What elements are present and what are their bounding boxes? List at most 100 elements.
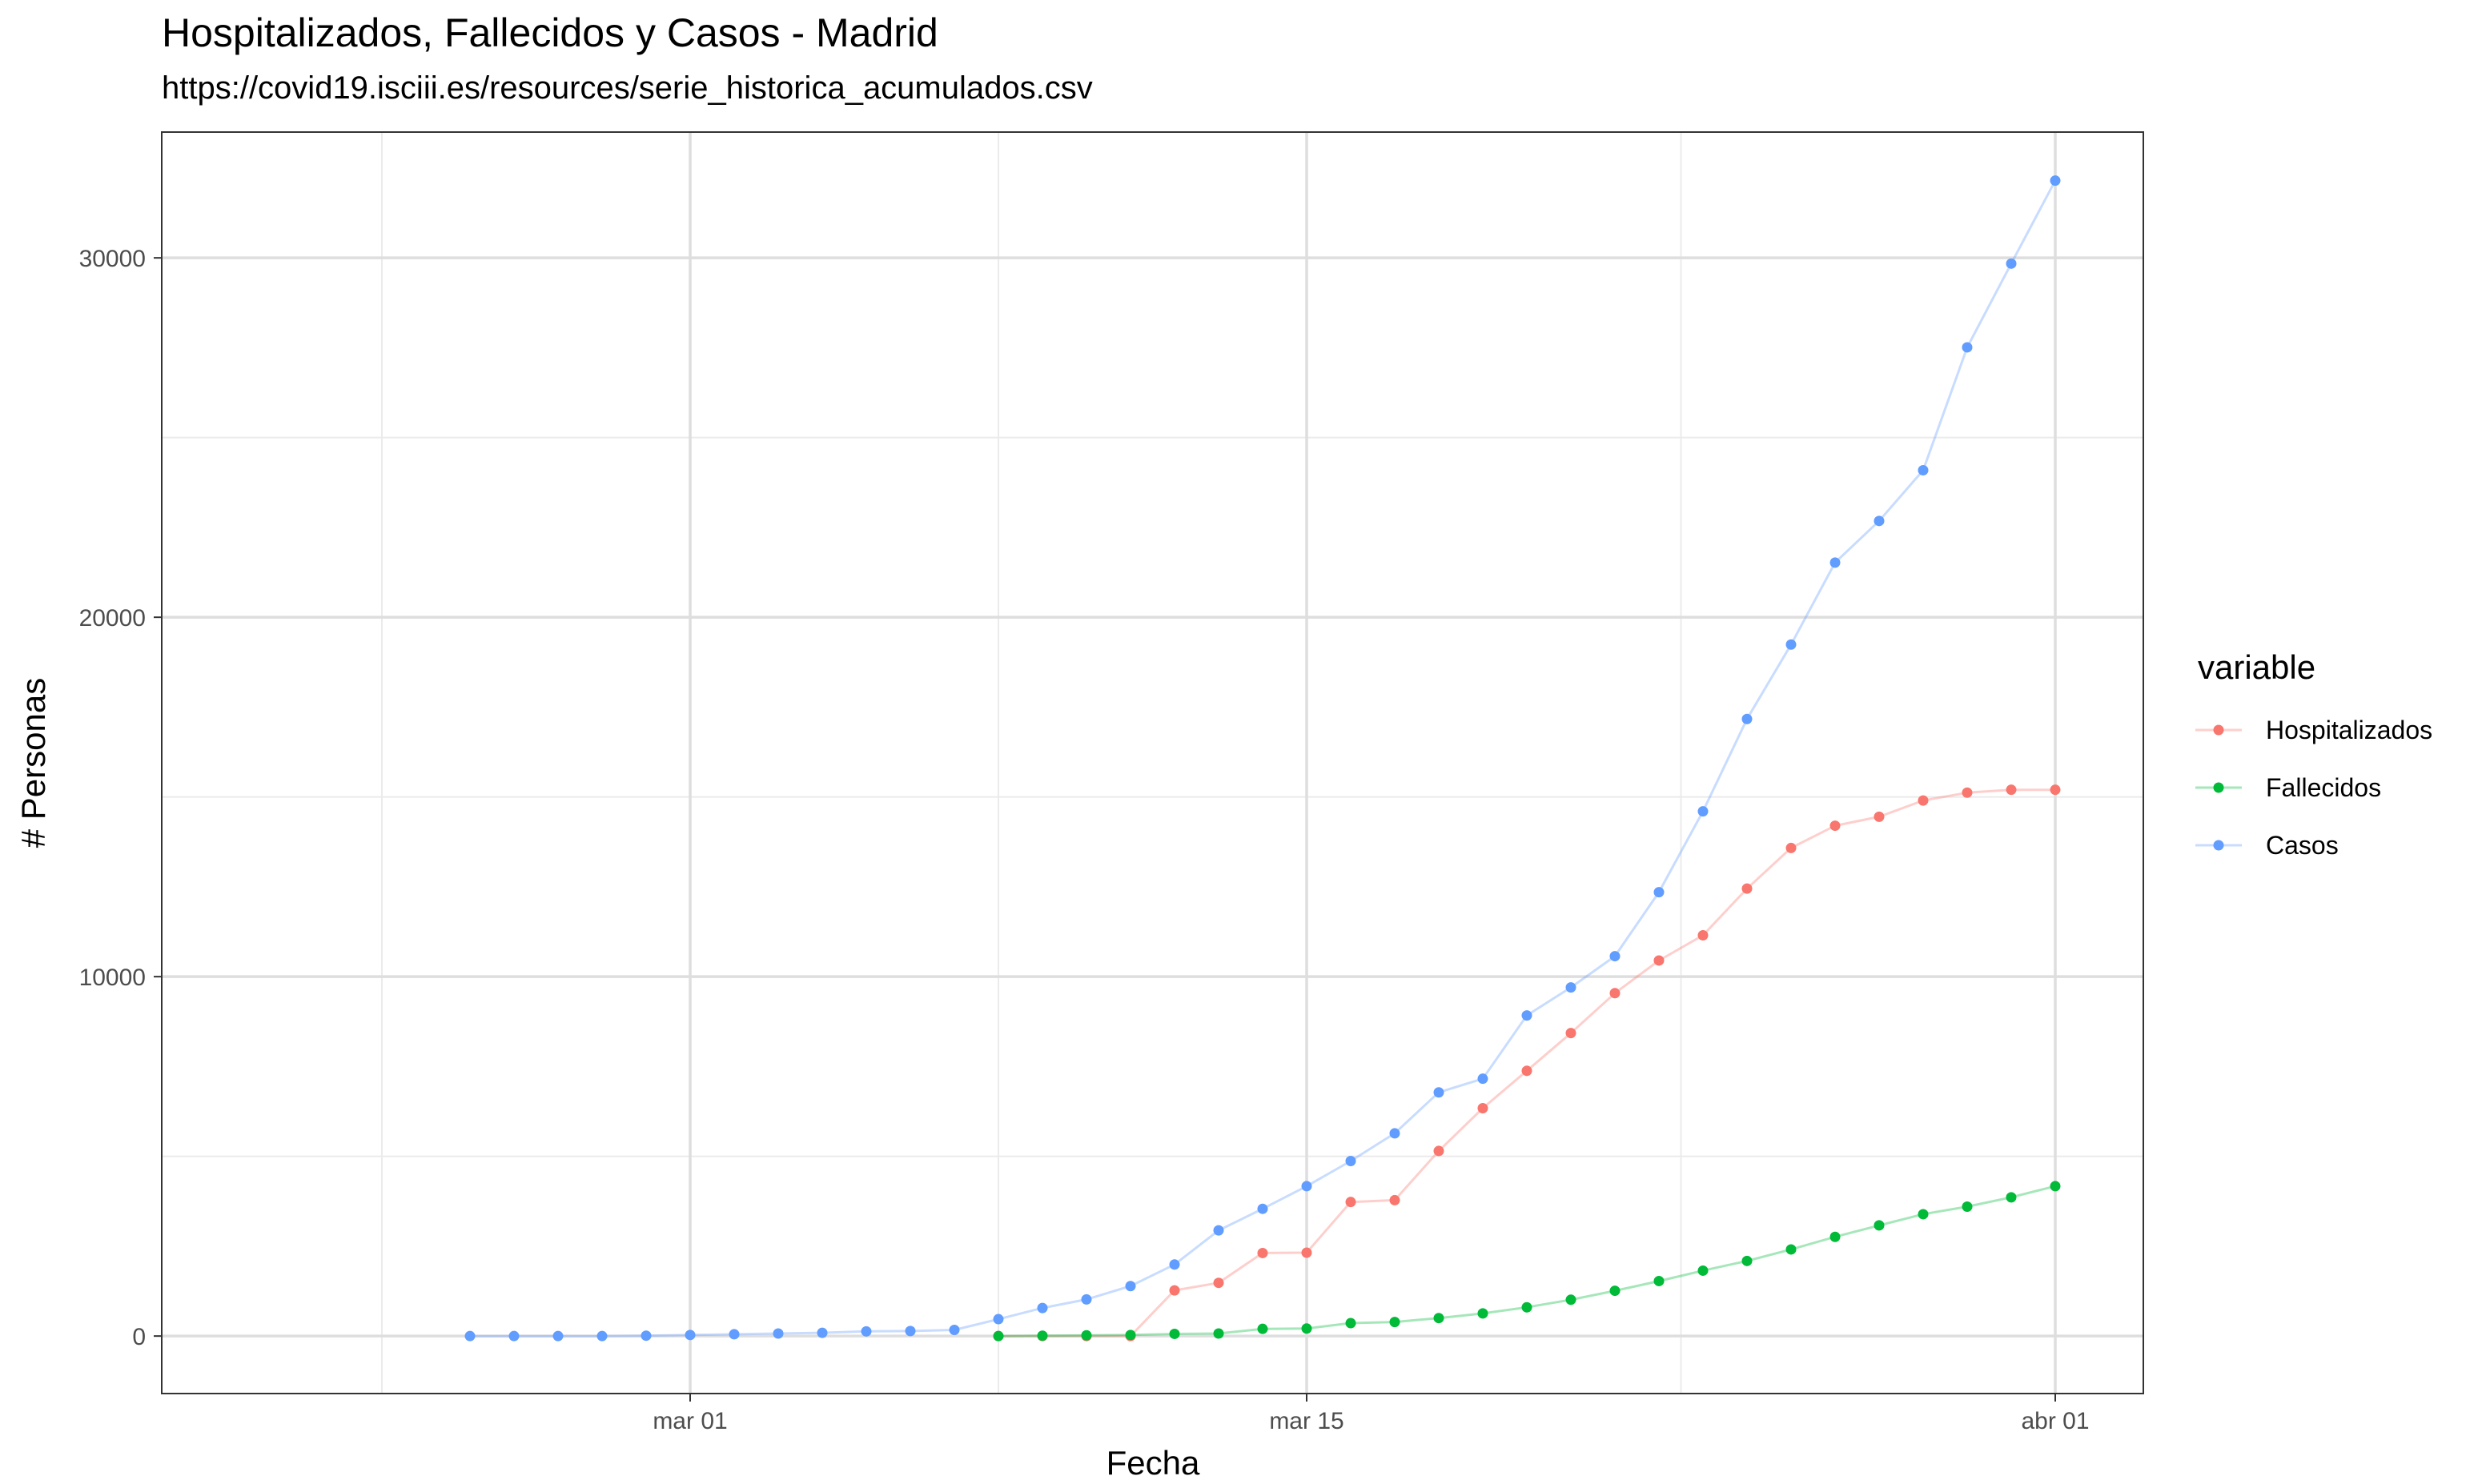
data-point-casos [817, 1327, 828, 1338]
data-point-casos [861, 1326, 872, 1337]
data-point-casos [2006, 258, 2017, 269]
data-point-casos [1829, 557, 1841, 568]
data-point-casos [1301, 1181, 1312, 1192]
data-point-casos [1169, 1259, 1180, 1270]
legend-item-casos: Casos [2195, 831, 2339, 860]
data-point-casos [1697, 806, 1709, 817]
legend-label: Fallecidos [2266, 773, 2381, 802]
data-point-casos [905, 1326, 916, 1337]
data-point-casos [1962, 342, 1973, 353]
data-point-fallecidos [1125, 1330, 1136, 1341]
data-point-casos [1918, 465, 1929, 476]
data-point-casos [993, 1314, 1004, 1325]
data-point-casos [552, 1330, 564, 1342]
data-point-fallecidos [1962, 1201, 1973, 1213]
data-point-hospitalizados [1565, 1028, 1576, 1039]
legend-item-hospitalizados: Hospitalizados [2195, 716, 2432, 744]
data-point-hospitalizados [1653, 955, 1665, 966]
legend-label: Casos [2266, 831, 2339, 860]
legend-key-point [2213, 840, 2224, 851]
data-point-fallecidos [1697, 1265, 1709, 1276]
data-point-hospitalizados [1477, 1102, 1488, 1113]
data-point-casos [1565, 982, 1576, 993]
x-tick-label: mar 15 [1269, 1408, 1343, 1434]
data-point-fallecidos [1389, 1317, 1400, 1328]
data-point-hospitalizados [1697, 930, 1709, 941]
data-point-hospitalizados [1918, 795, 1929, 806]
data-point-fallecidos [1741, 1255, 1753, 1266]
data-point-hospitalizados [1741, 883, 1753, 894]
legend: variable Hospitalizados Fallecidos Casos [2195, 648, 2432, 860]
data-point-hospitalizados [1213, 1277, 1224, 1289]
data-point-casos [1874, 515, 1885, 527]
y-tick-label: 30000 [79, 246, 146, 272]
data-point-fallecidos [1918, 1209, 1929, 1220]
data-point-fallecidos [1609, 1285, 1621, 1297]
data-point-casos [1433, 1087, 1444, 1098]
data-point-fallecidos [1081, 1330, 1092, 1341]
data-point-hospitalizados [1521, 1065, 1532, 1077]
legend-items: Hospitalizados Fallecidos Casos [2195, 716, 2432, 860]
data-point-hospitalizados [1433, 1145, 1444, 1157]
data-point-hospitalizados [1785, 842, 1797, 853]
grid-lines [162, 132, 2143, 1394]
data-point-casos [1653, 887, 1665, 898]
plot-panel-border [161, 131, 2144, 1394]
data-point-casos [508, 1330, 520, 1342]
data-point-fallecidos [2006, 1192, 2017, 1203]
data-point-casos [773, 1328, 784, 1339]
data-point-fallecidos [1785, 1244, 1797, 1255]
data-point-casos [1785, 639, 1797, 650]
legend-key-point [2213, 782, 2224, 793]
series-line-fallecidos [998, 1185, 2056, 1338]
legend-title: variable [2198, 648, 2315, 686]
data-point-casos [1345, 1155, 1356, 1166]
axis-ticks: mar 01 mar 15 abr 01 0 10000 20000 30000 [79, 246, 2090, 1434]
data-point-casos [949, 1325, 960, 1336]
data-point-casos [464, 1330, 476, 1342]
data-point-fallecidos [1301, 1323, 1312, 1334]
y-tick-label: 10000 [79, 965, 146, 991]
chart-title: Hospitalizados, Fallecidos y Casos - Mad… [162, 10, 938, 55]
data-point-casos [685, 1330, 696, 1341]
data-point-casos [2050, 175, 2061, 187]
data-point-casos [729, 1329, 740, 1340]
data-point-fallecidos [1829, 1231, 1841, 1242]
x-axis-title: Fecha [1106, 1444, 1200, 1482]
data-point-fallecidos [1874, 1220, 1885, 1231]
data-point-casos [1081, 1293, 1092, 1305]
data-point-hospitalizados [1962, 787, 1973, 798]
data-point-hospitalizados [2050, 784, 2061, 796]
data-point-hospitalizados [1169, 1285, 1180, 1296]
legend-key-point [2213, 724, 2224, 736]
data-point-fallecidos [1257, 1323, 1268, 1334]
x-tick-label: abr 01 [2021, 1408, 2089, 1434]
data-point-fallecidos [1213, 1328, 1224, 1339]
data-point-casos [1213, 1225, 1224, 1236]
data-point-casos [596, 1330, 608, 1342]
data-point-casos [1037, 1302, 1048, 1314]
data-point-hospitalizados [1609, 988, 1621, 999]
y-axis-title: # Personas [14, 678, 52, 848]
data-point-hospitalizados [1345, 1197, 1356, 1208]
data-point-casos [1125, 1281, 1136, 1292]
legend-item-fallecidos: Fallecidos [2195, 773, 2381, 802]
data-point-casos [1741, 713, 1753, 724]
data-point-fallecidos [1477, 1308, 1488, 1319]
series-points [464, 175, 2061, 1342]
data-point-fallecidos [1169, 1328, 1180, 1339]
data-point-fallecidos [1345, 1318, 1356, 1329]
series-lines [470, 179, 2057, 1338]
data-point-hospitalizados [1257, 1247, 1268, 1258]
data-point-hospitalizados [1389, 1194, 1400, 1205]
data-point-hospitalizados [1829, 820, 1841, 832]
data-point-fallecidos [2050, 1181, 2061, 1192]
data-point-casos [641, 1330, 652, 1342]
data-point-fallecidos [1521, 1302, 1532, 1313]
chart-subtitle: https://covid19.isciii.es/resources/seri… [162, 70, 1093, 106]
data-point-casos [1521, 1010, 1532, 1021]
series-line-hospitalizados [998, 788, 2055, 1338]
data-point-casos [1477, 1073, 1488, 1085]
legend-label: Hospitalizados [2266, 716, 2432, 744]
data-point-fallecidos [1653, 1275, 1665, 1286]
